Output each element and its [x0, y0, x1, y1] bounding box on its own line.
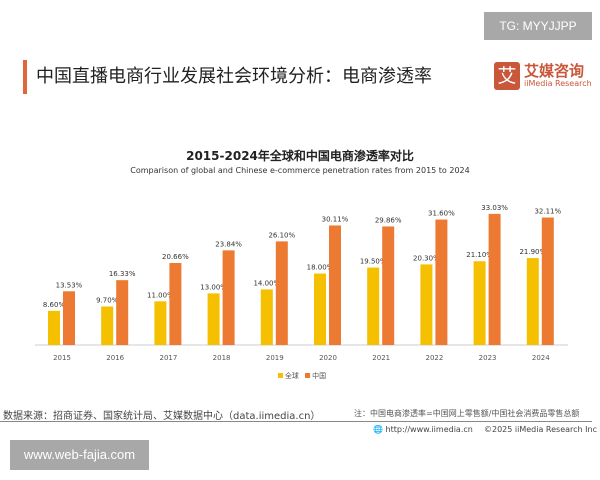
- logo-cn: 艾媒咨询: [524, 62, 585, 80]
- x-tick-label: 2020: [319, 354, 337, 362]
- x-tick-label: 2017: [159, 354, 177, 362]
- data-label: 13.00%: [200, 283, 227, 291]
- legend-swatch-global: [277, 373, 283, 378]
- logo-icon: 艾: [494, 62, 520, 90]
- data-label: 11.00%: [147, 291, 174, 299]
- data-label: 33.03%: [481, 204, 508, 212]
- footnote: 注：中国电商渗透率=中国网上零售额/中国社会消费品零售总额: [354, 409, 580, 418]
- bar-china-2019: [275, 241, 288, 345]
- data-label: 14.00%: [253, 279, 280, 287]
- bar-china-2022: [435, 219, 448, 345]
- x-tick-label: 2024: [532, 354, 550, 362]
- bar-china-2021: [382, 226, 395, 345]
- divider: [0, 421, 592, 422]
- bar-global-2019: [260, 289, 273, 345]
- copyright: ©2025 iiMedia Research Inc: [484, 425, 597, 434]
- x-tick-label: 2015: [53, 354, 71, 362]
- data-label: 26.10%: [268, 231, 295, 239]
- bar-global-2022: [420, 264, 433, 345]
- data-label: 29.86%: [375, 216, 402, 224]
- data-source: 数据来源：招商证券、国家统计局、艾媒数据中心（data.iimedia.cn）: [3, 411, 321, 422]
- logo-en: iiMedia Research: [524, 79, 592, 88]
- bar-global-2017: [154, 301, 167, 345]
- data-label: 21.10%: [466, 251, 493, 259]
- title-accent-bar: [23, 60, 27, 94]
- data-label: 31.60%: [428, 210, 455, 218]
- data-label: 23.84%: [215, 240, 242, 248]
- bar-global-2024: [526, 258, 539, 345]
- data-label: 8.60%: [43, 301, 66, 309]
- bar-global-2018: [207, 293, 220, 345]
- x-tick-label: 2021: [372, 354, 390, 362]
- data-label: 30.11%: [322, 215, 349, 223]
- x-tick-label: 2023: [479, 354, 497, 362]
- website-link[interactable]: 🌐 http://www.iimedia.cn: [373, 425, 473, 434]
- bar-global-2021: [367, 267, 380, 345]
- bar-global-2016: [101, 306, 114, 345]
- data-label: 9.70%: [96, 296, 119, 304]
- data-label: 21.90%: [519, 248, 546, 256]
- x-tick-label: 2019: [266, 354, 284, 362]
- bar-china-2016: [116, 280, 129, 345]
- data-label: 20.66%: [162, 253, 189, 261]
- watermark-bottom: www.web-fajia.com: [10, 440, 149, 470]
- legend: 全球 中国: [0, 371, 600, 381]
- x-tick-label: 2018: [213, 354, 231, 362]
- data-label: 18.00%: [307, 264, 334, 272]
- data-label: 19.50%: [360, 258, 387, 266]
- website-text[interactable]: http://www.iimedia.cn: [385, 425, 473, 434]
- data-label: 20.30%: [413, 254, 440, 262]
- page-title: 中国直播电商行业发展社会环境分析：电商渗透率: [36, 66, 432, 87]
- chart-subtitle: Comparison of global and Chinese e-comme…: [130, 166, 470, 175]
- x-tick-label: 2016: [106, 354, 124, 362]
- bar-china-2020: [329, 225, 341, 345]
- legend-china: 中国: [312, 372, 327, 380]
- bar-global-2015: [48, 310, 60, 345]
- bar-china-2023: [488, 213, 501, 345]
- data-label: 32.11%: [534, 208, 561, 216]
- legend-swatch-china: [305, 373, 311, 378]
- watermark-top: TG: MYYJJPP: [484, 12, 592, 40]
- data-label: 13.53%: [56, 281, 83, 289]
- chart-title: 2015-2024年全球和中国电商渗透率对比: [186, 149, 414, 163]
- legend-global: 全球: [284, 372, 299, 380]
- bar-china-2017: [169, 262, 182, 345]
- bar-china-2018: [222, 250, 235, 345]
- bar-china-2024: [541, 217, 554, 345]
- bar-global-2020: [314, 273, 326, 345]
- x-tick-label: 2022: [425, 354, 443, 362]
- bar-global-2023: [473, 261, 486, 345]
- data-label: 16.33%: [109, 270, 136, 278]
- bar-china-2015: [63, 291, 75, 345]
